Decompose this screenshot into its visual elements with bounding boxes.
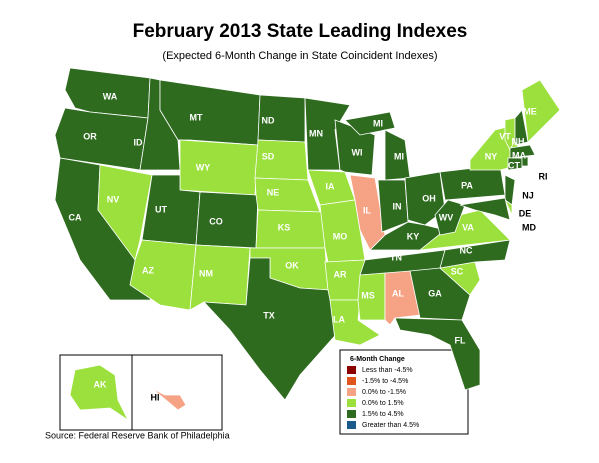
state bbox=[344, 111, 396, 136]
state-label: DE bbox=[519, 208, 532, 218]
state bbox=[304, 97, 351, 171]
state bbox=[503, 198, 513, 216]
state-label: OK bbox=[285, 260, 299, 270]
legend-label: 1.5% to 4.5% bbox=[362, 411, 404, 418]
state-label: MT bbox=[190, 112, 203, 122]
state-label: MO bbox=[333, 231, 348, 241]
state bbox=[439, 239, 511, 269]
subtitle: (Expected 6-Month Change in State Coinci… bbox=[162, 50, 437, 62]
state-label: WY bbox=[196, 162, 211, 172]
legend-label: Less than -4.5% bbox=[362, 367, 413, 374]
state-label: NM bbox=[199, 268, 213, 278]
legend-label: 0.0% to 1.5% bbox=[362, 400, 404, 407]
state-label: MA bbox=[512, 150, 526, 160]
state-label: AL bbox=[392, 288, 404, 298]
state bbox=[97, 164, 153, 261]
state bbox=[159, 79, 261, 146]
state bbox=[357, 272, 386, 321]
state-label: NC bbox=[460, 245, 473, 255]
state-label: RI bbox=[539, 171, 548, 181]
state-label: OR bbox=[83, 131, 97, 141]
inset-box bbox=[131, 354, 223, 431]
state bbox=[69, 364, 130, 422]
state bbox=[254, 177, 321, 213]
state-label: WA bbox=[103, 91, 118, 101]
state bbox=[255, 209, 326, 249]
source: Source: Federal Reserve Bank of Philadel… bbox=[45, 430, 230, 440]
state-label: SD bbox=[262, 151, 275, 161]
state-label: UT bbox=[155, 204, 167, 214]
title: February 2013 State Leading Indexes bbox=[133, 21, 468, 42]
legend-swatch bbox=[347, 421, 356, 429]
legend-swatch bbox=[347, 377, 356, 385]
state bbox=[504, 174, 516, 206]
state bbox=[521, 79, 561, 143]
state-label: WI bbox=[352, 147, 363, 157]
state-label: ME bbox=[523, 106, 537, 116]
state-label: OH bbox=[422, 193, 436, 203]
state-label: IL bbox=[363, 205, 372, 215]
state bbox=[203, 257, 341, 401]
legend-label: -1.5% to -4.5% bbox=[362, 378, 408, 385]
state-label: GA bbox=[428, 288, 442, 298]
state-label: FL bbox=[455, 335, 466, 345]
state bbox=[507, 157, 523, 171]
state-label: MS bbox=[361, 290, 375, 300]
state-label: ND bbox=[262, 115, 275, 125]
legend-box bbox=[339, 349, 469, 435]
state-label: MI bbox=[373, 118, 383, 128]
state bbox=[195, 191, 259, 249]
state-label: CT bbox=[508, 160, 520, 170]
state-label: ID bbox=[134, 137, 144, 147]
legend-swatch bbox=[347, 366, 356, 374]
state-label: AZ bbox=[142, 265, 154, 275]
state bbox=[147, 384, 187, 411]
state-label: CO bbox=[209, 216, 223, 226]
state-label: MI bbox=[394, 151, 404, 161]
state-label: AK bbox=[94, 379, 107, 389]
state bbox=[509, 144, 536, 159]
state-label: AR bbox=[334, 269, 347, 279]
state-label: PA bbox=[461, 180, 473, 190]
state-label: NV bbox=[107, 194, 120, 204]
state-label: NE bbox=[267, 187, 280, 197]
state-label: KY bbox=[407, 231, 420, 241]
state-label: IN bbox=[393, 201, 402, 211]
state-label: SC bbox=[451, 266, 464, 276]
state-label: IA bbox=[326, 181, 336, 191]
state bbox=[459, 197, 511, 221]
state bbox=[409, 267, 471, 321]
state-label: LA bbox=[333, 314, 345, 324]
legend-title: 6-Month Change bbox=[350, 356, 405, 363]
legend-swatch bbox=[347, 410, 356, 418]
state-label: WV bbox=[439, 212, 454, 222]
legend-label: 0.0% to -1.5% bbox=[362, 389, 406, 396]
state-label: TX bbox=[263, 310, 275, 320]
state-label: VT bbox=[499, 131, 511, 141]
state-label: NY bbox=[485, 151, 498, 161]
state-label: MN bbox=[309, 128, 323, 138]
state-label: MD bbox=[522, 222, 536, 232]
state-label: KS bbox=[278, 222, 291, 232]
state bbox=[504, 117, 516, 151]
state bbox=[394, 317, 481, 391]
legend-swatch bbox=[347, 399, 356, 407]
state bbox=[521, 156, 529, 167]
state bbox=[434, 199, 466, 236]
state-label: NH bbox=[512, 136, 525, 146]
state-label: NJ bbox=[522, 190, 534, 200]
state-label: HI bbox=[151, 392, 160, 402]
legend-swatch bbox=[347, 388, 356, 396]
state bbox=[179, 139, 259, 196]
state-label: CA bbox=[69, 212, 82, 222]
legend-label: Greater than 4.5% bbox=[362, 422, 419, 429]
state-label: TN bbox=[390, 252, 402, 262]
state-label: VA bbox=[462, 222, 474, 232]
state bbox=[404, 171, 446, 226]
